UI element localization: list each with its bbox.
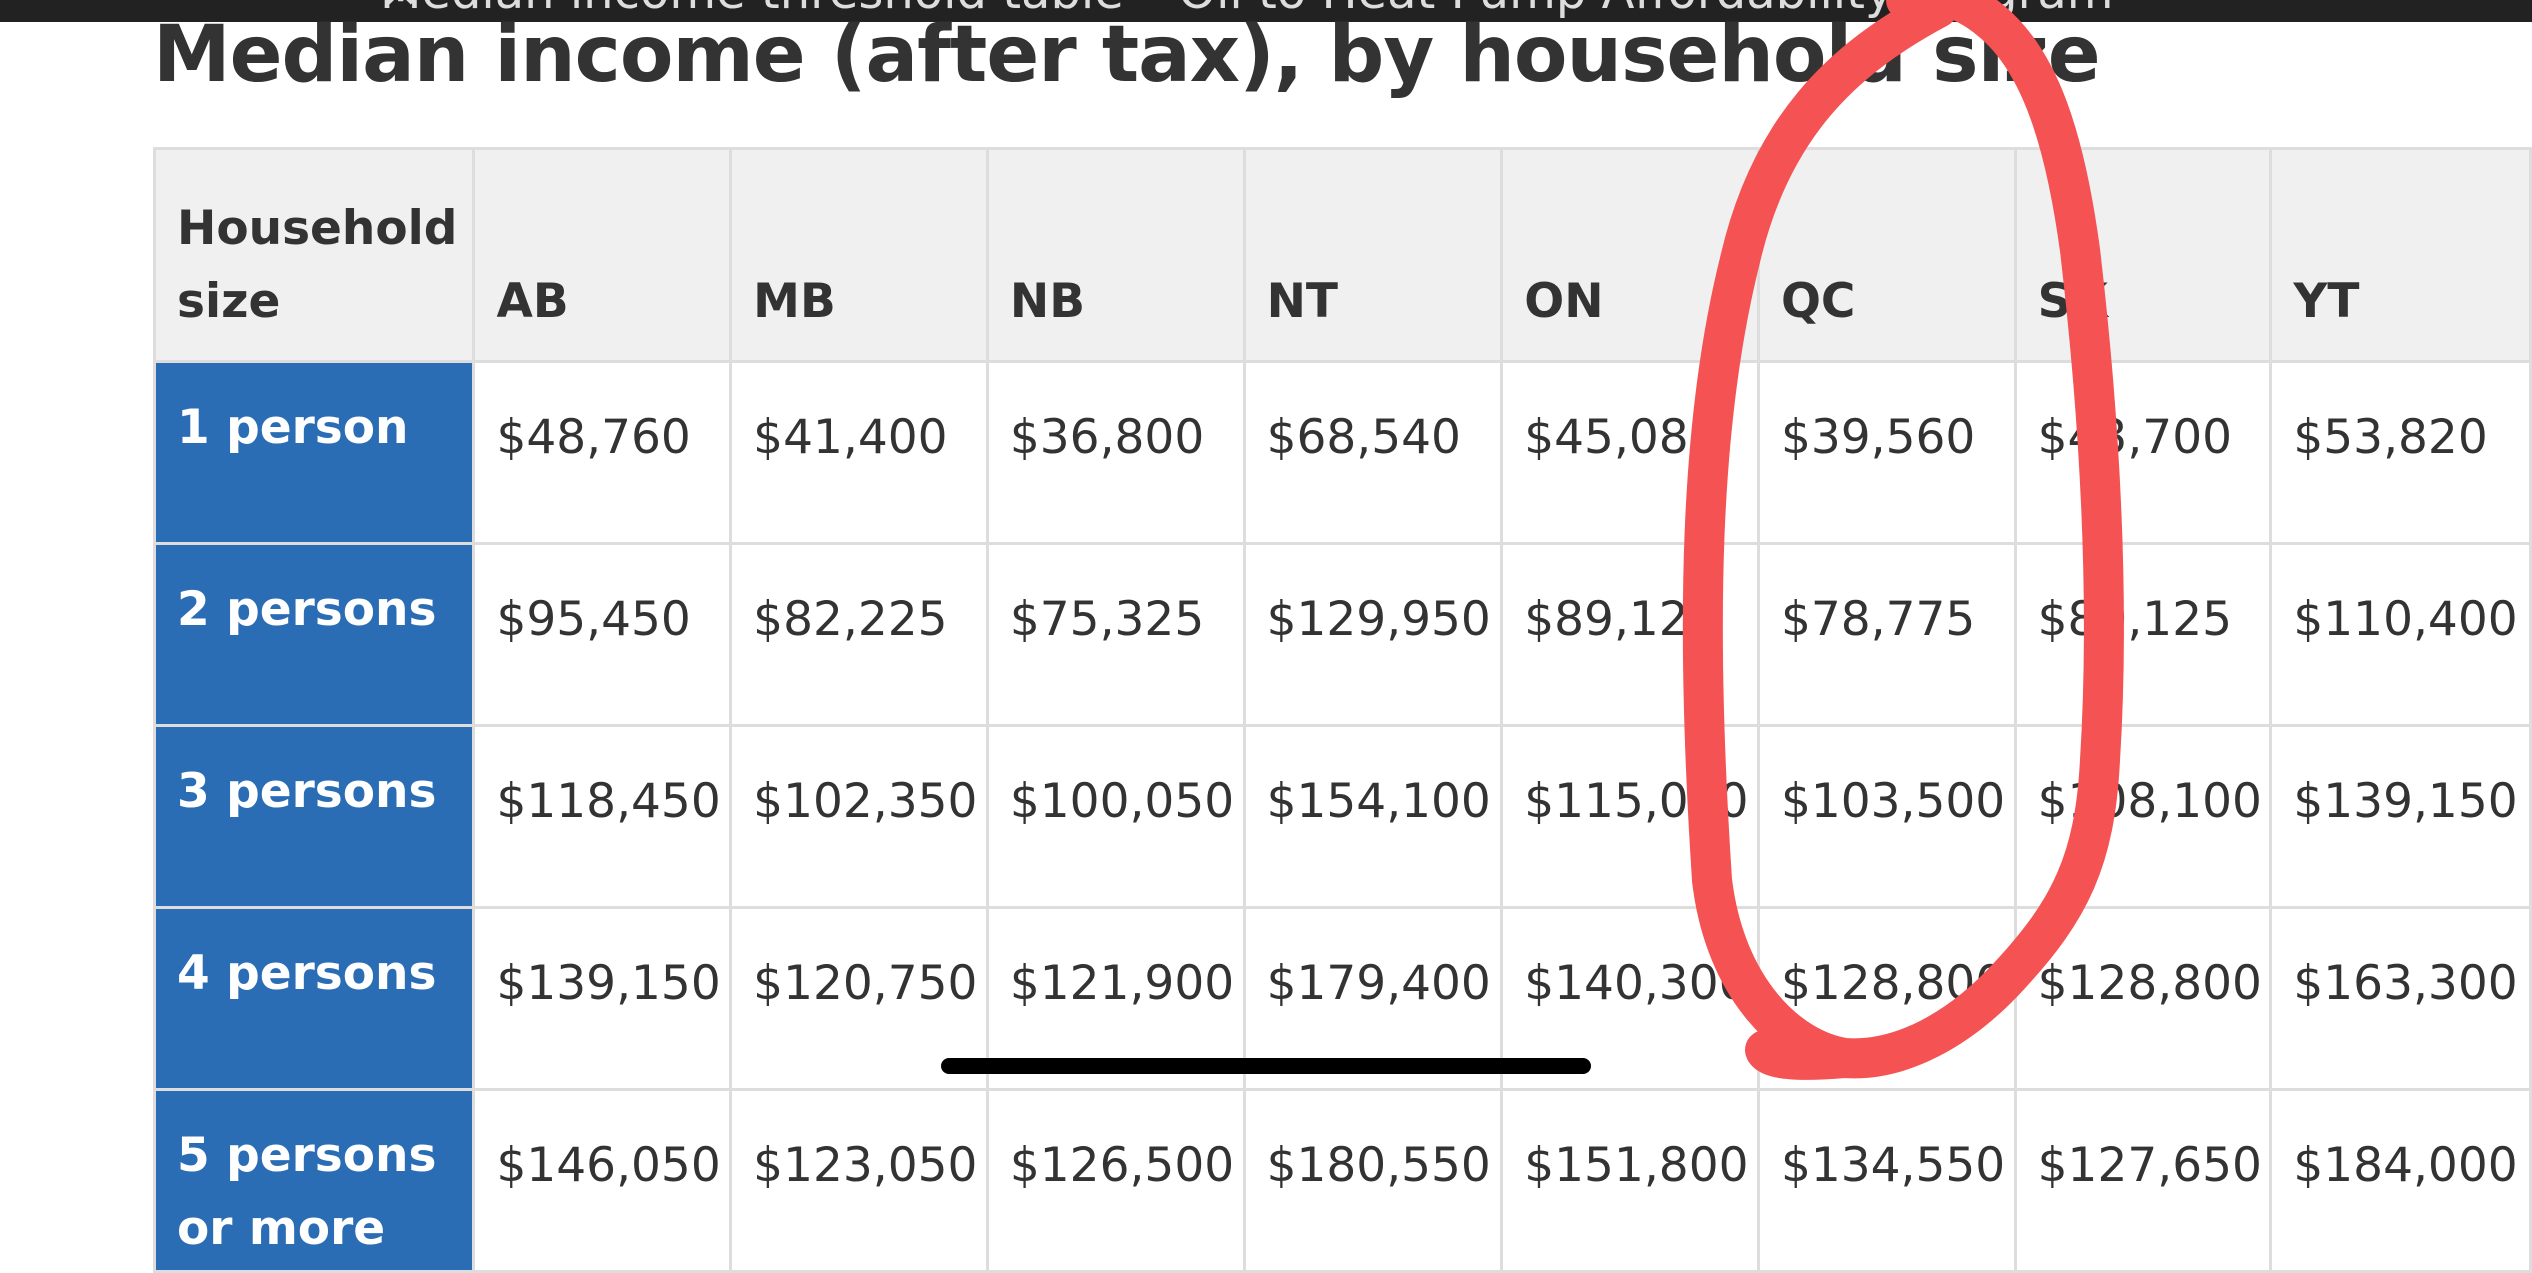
column-header: MB <box>729 147 989 363</box>
page-title: Median income (after tax), by household … <box>153 10 2101 100</box>
income-cell: $118,450 <box>472 724 733 909</box>
income-cell: $139,150 <box>472 906 733 1091</box>
income-cell: $110,400 <box>2269 542 2532 727</box>
column-header: Household size <box>152 147 476 363</box>
income-cell: $102,350 <box>729 724 989 909</box>
income-cell: $139,150 <box>2269 724 2532 909</box>
income-cell: $126,500 <box>985 1088 1246 1273</box>
column-header: NB <box>985 147 1246 363</box>
income-cell: $103,500 <box>1756 724 2017 909</box>
row-header: 5 persons or more <box>152 1088 476 1273</box>
income-cell: $36,800 <box>985 360 1246 545</box>
income-cell: $134,550 <box>1756 1088 2017 1273</box>
income-cell: $89,125 <box>2013 542 2273 727</box>
income-cell: $95,450 <box>472 542 733 727</box>
income-cell: $68,540 <box>1242 360 1504 545</box>
row-header: 4 persons <box>152 906 476 1091</box>
income-cell: $151,800 <box>1500 1088 1760 1273</box>
income-cell: $78,775 <box>1756 542 2017 727</box>
income-cell: $39,560 <box>1756 360 2017 545</box>
column-header: AB <box>472 147 733 363</box>
row-header: 1 person <box>152 360 476 545</box>
income-cell: $146,050 <box>472 1088 733 1273</box>
income-cell: $184,000 <box>2269 1088 2532 1273</box>
column-header: NT <box>1242 147 1504 363</box>
red-circle <box>1682 0 2124 1080</box>
income-cell: $43,700 <box>2013 360 2273 545</box>
income-cell: $127,650 <box>2013 1088 2273 1273</box>
top-bar-title: Median income threshold table – Oil to H… <box>380 0 2113 20</box>
income-cell: $75,325 <box>985 542 1246 727</box>
income-cell: $82,225 <box>729 542 989 727</box>
income-cell: $48,760 <box>472 360 733 545</box>
income-cell: $154,100 <box>1242 724 1504 909</box>
table-row: 5 persons or more $146,050 $123,050 $126,50… <box>152 1088 2532 1273</box>
close-icon[interactable]: ✕ <box>380 0 420 20</box>
home-indicator[interactable] <box>941 1058 1591 1074</box>
row-header: 3 persons <box>152 724 476 909</box>
income-cell: $180,550 <box>1242 1088 1504 1273</box>
table-row: 3 persons $118,450 $102,350 $100,050 $154,10… <box>152 724 2532 909</box>
row-header: 2 persons <box>152 542 476 727</box>
column-header: YT <box>2269 147 2532 363</box>
income-cell: $129,950 <box>1242 542 1504 727</box>
column-header: QC <box>1756 147 2017 363</box>
income-cell: $41,400 <box>729 360 989 545</box>
income-cell: $163,300 <box>2269 906 2532 1091</box>
annotation <box>1682 0 2124 1080</box>
income-cell: $100,050 <box>985 724 1246 909</box>
income-cell: $123,050 <box>729 1088 989 1273</box>
income-cell: $53,820 <box>2269 360 2532 545</box>
